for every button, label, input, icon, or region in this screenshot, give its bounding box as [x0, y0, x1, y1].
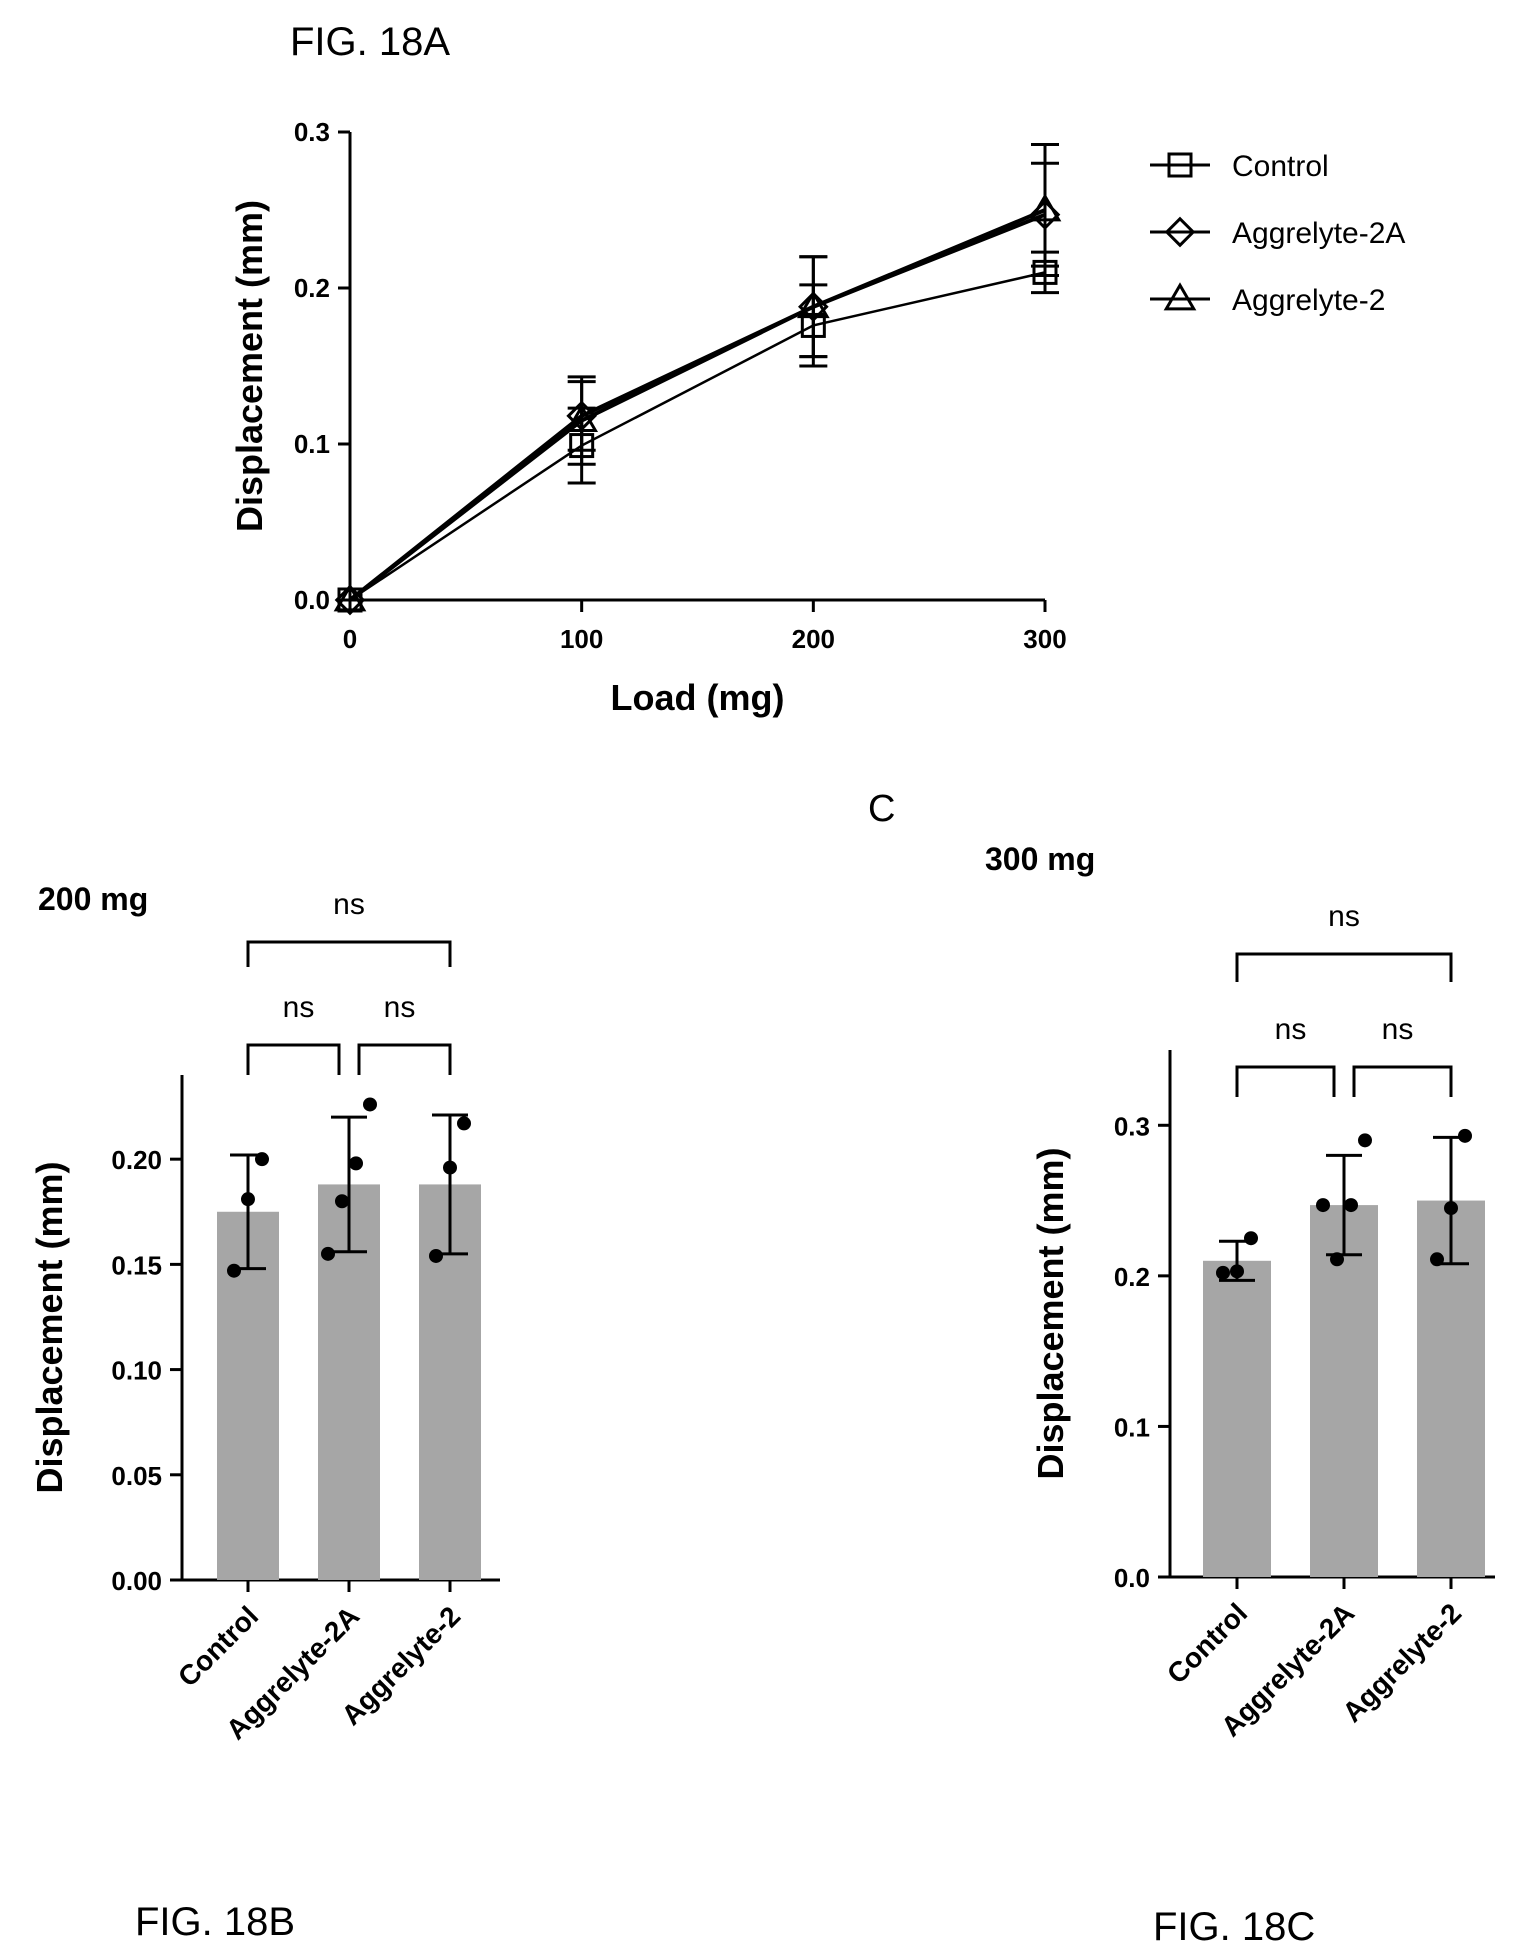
fig-18c-data-point-control — [1244, 1231, 1258, 1246]
fig-18a-x-tick-label: 200 — [792, 624, 835, 654]
fig-18a-legend-marker-control — [1167, 152, 1193, 178]
fig-18b-data-point-aggrelyte-2a — [321, 1246, 335, 1261]
fig-18c-y-tick-label: 0.2 — [1114, 1262, 1150, 1292]
fig-18a-y-tick-label: 0.2 — [294, 273, 330, 303]
fig-18a-point-aggrelyte-2 — [1028, 193, 1062, 222]
fig-18b-title: 200 mg — [38, 881, 148, 917]
fig-18c-significance-label: ns — [1328, 900, 1360, 933]
fig-18b-data-point-aggrelyte-2 — [443, 1160, 457, 1175]
fig-18a-x-tick-label: 0 — [343, 624, 357, 654]
fig-18c-data-point-aggrelyte-2a — [1344, 1198, 1358, 1213]
fig-18c-data-point-aggrelyte-2 — [1444, 1201, 1458, 1216]
fig-18b-data-point-control — [241, 1192, 255, 1207]
fig-18c-bar-control — [1203, 1260, 1271, 1577]
fig-18b-y-axis-title: Displacement (mm) — [29, 1161, 70, 1493]
fig-18b-y-tick-label: 0.20 — [111, 1145, 162, 1175]
fig-18a-legend-label-control: Control — [1232, 150, 1329, 183]
fig-18a-legend-label-aggrelyte-2: Aggrelyte-2 — [1232, 284, 1385, 317]
fig-18b-significance-label: ns — [384, 991, 416, 1024]
fig-18a-y-tick-label: 0.0 — [294, 585, 330, 615]
fig-18a-y-axis-title: Displacement (mm) — [229, 200, 270, 532]
fig-18b-significance-label: ns — [333, 888, 365, 921]
fig-18b-data-point-control — [227, 1263, 241, 1278]
fig-18b-data-point-aggrelyte-2 — [429, 1248, 443, 1263]
fig-18c-bar-aggrelyte-2a — [1310, 1205, 1378, 1577]
fig-18c-caption: FIG. 18C — [1153, 1905, 1316, 1949]
fig-18a-point-aggrelyte-2 — [333, 583, 367, 612]
fig-18c-y-tick-label: 0.1 — [1114, 1412, 1150, 1442]
fig-18b-significance-bracket — [246, 1043, 341, 1075]
fig-18c-significance-bracket — [1235, 1065, 1336, 1097]
fig-18a-y-tick-label: 0.3 — [294, 117, 330, 147]
fig-18b-category-label-control: Control — [172, 1600, 264, 1692]
fig-18b-significance-bracket — [357, 1043, 452, 1075]
fig-18b-data-point-aggrelyte-2a — [349, 1156, 363, 1171]
fig-18a-legend-marker-aggrelyte-2a — [1164, 216, 1196, 248]
fig-18b-data-point-aggrelyte-2a — [363, 1097, 377, 1112]
fig-18c-significance-label: ns — [1382, 1013, 1414, 1046]
fig-18a-chart: 0.0 0.1 0.2 0.3 0 100 200 300 Load (mg) Displacem… — [229, 117, 1405, 718]
fig-18a-point-aggrelyte-2 — [565, 403, 599, 432]
fig-18a-x-tick-label: 300 — [1023, 624, 1066, 654]
fig-18b-caption: FIG. 18B — [135, 1900, 296, 1944]
fig-18b-data-point-aggrelyte-2 — [457, 1116, 471, 1131]
fig-18a-series-line-control — [349, 271, 1046, 602]
fig-18a-series-line-aggrelyte-2 — [348, 208, 1046, 602]
fig-18b-data-point-control — [255, 1152, 269, 1167]
fig-18c-data-point-aggrelyte-2 — [1458, 1128, 1472, 1143]
fig-18b-data-point-aggrelyte-2a — [335, 1194, 349, 1209]
fig-18a-caption: FIG. 18A — [290, 20, 451, 64]
fig-18b-y-tick-label: 0.10 — [111, 1356, 162, 1386]
fig-18c-category-label-control: Control — [1161, 1597, 1253, 1689]
fig-18b-chart: 0.00 0.05 0.10 0.15 0.20 Displacement (mm) 200… — [29, 881, 500, 1745]
fig-18c-data-point-aggrelyte-2a — [1330, 1252, 1344, 1267]
fig-18b-significance-label: ns — [283, 991, 315, 1024]
fig-18b-significance-bracket — [246, 940, 452, 967]
fig-18a-point-aggrelyte-2 — [796, 289, 830, 319]
fig-18a-x-tick-label: 100 — [560, 624, 603, 654]
fig-18c-title: 300 mg — [985, 841, 1095, 877]
fig-18c-data-point-control — [1216, 1265, 1230, 1280]
fig-18b-bar-control — [217, 1211, 279, 1580]
fig-18a-y-tick-label: 0.1 — [294, 429, 330, 459]
fig-18c-significance-label: ns — [1275, 1013, 1307, 1046]
fig-18a-series-line-aggrelyte-2a — [348, 212, 1046, 602]
fig-18c-data-point-control — [1230, 1264, 1244, 1279]
fig-18c-y-tick-label: 0.0 — [1114, 1563, 1150, 1593]
fig-18c-chart: 0.0 0.1 0.2 0.3 Displacement (mm) 300 mg Contr… — [985, 841, 1495, 1742]
fig-18c-significance-bracket — [1352, 1065, 1453, 1097]
panel-c-letter: C — [868, 788, 896, 830]
fig-18c-data-point-aggrelyte-2a — [1316, 1198, 1330, 1213]
fig-18b-y-tick-label: 0.15 — [111, 1250, 162, 1280]
fig-18c-y-tick-label: 0.3 — [1114, 1111, 1150, 1141]
fig-18b-y-tick-label: 0.00 — [111, 1566, 162, 1596]
fig-18a-legend-label-aggrelyte-2a: Aggrelyte-2A — [1232, 217, 1405, 250]
fig-18c-data-point-aggrelyte-2a — [1358, 1133, 1372, 1148]
fig-18a-legend-marker-aggrelyte-2 — [1163, 282, 1197, 311]
fig-18c-significance-bracket — [1235, 952, 1453, 982]
fig-18c-y-axis-title: Displacement (mm) — [1030, 1147, 1071, 1479]
fig-18a-x-axis-title: Load (mg) — [611, 677, 785, 718]
fig-18b-y-tick-label: 0.05 — [111, 1461, 162, 1491]
fig-18c-data-point-aggrelyte-2 — [1430, 1252, 1444, 1267]
